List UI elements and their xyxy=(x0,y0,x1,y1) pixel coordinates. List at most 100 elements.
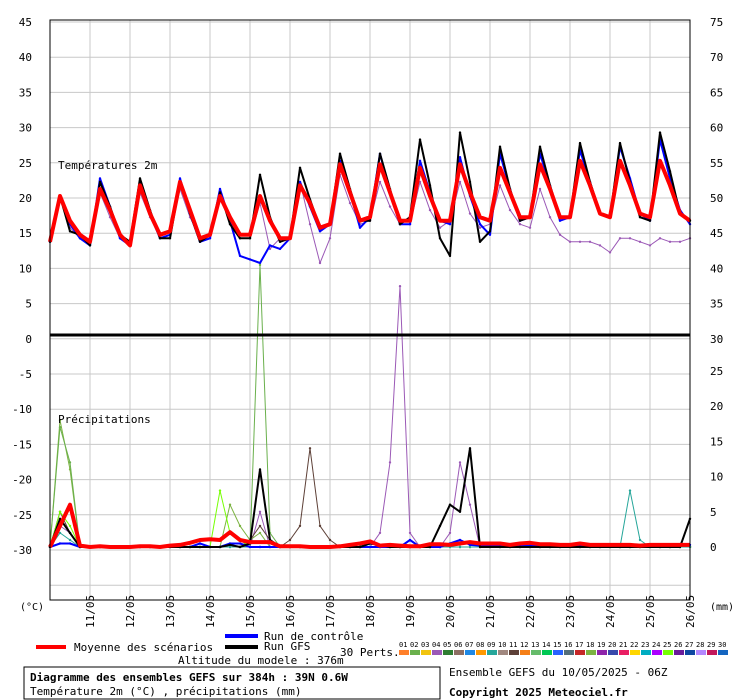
pert-number: 25 xyxy=(663,641,671,649)
pert-swatch xyxy=(630,650,640,655)
precipitation-point xyxy=(58,510,62,513)
temperature-point xyxy=(98,177,102,180)
date-tick-label: 24/05 xyxy=(604,595,617,628)
temperature-point xyxy=(638,216,642,219)
pert-number: 22 xyxy=(630,641,638,649)
pert-number: 11 xyxy=(509,641,517,649)
temperature-point xyxy=(318,230,322,233)
temperature-point xyxy=(418,138,422,141)
pert-swatch xyxy=(641,650,651,655)
pert-number: 07 xyxy=(465,641,473,649)
temperature-point xyxy=(538,187,542,191)
right-unit-label: (mm) xyxy=(710,602,734,613)
precipitation-point xyxy=(438,545,442,549)
precipitation-point xyxy=(68,524,72,528)
pert-swatch xyxy=(520,650,530,655)
precipitation-point xyxy=(68,542,72,545)
temperature-point xyxy=(458,180,462,184)
temperature-point xyxy=(158,237,162,240)
temperature-point xyxy=(208,237,212,240)
date-tick-label: 14/05 xyxy=(204,595,217,628)
precipitation-series-line-mean xyxy=(48,502,690,549)
pert-number: 12 xyxy=(520,641,528,649)
temperature-point xyxy=(338,152,342,155)
left-tick-label: 10 xyxy=(19,262,32,275)
pert-number: 16 xyxy=(564,641,572,649)
pert-swatch xyxy=(696,650,706,655)
pert-number: 21 xyxy=(619,641,627,649)
temperature-point xyxy=(388,205,392,208)
precipitation-point xyxy=(548,545,552,549)
precipitation-point xyxy=(58,531,62,535)
temperature-point xyxy=(618,237,622,240)
pert-number: 18 xyxy=(586,641,594,649)
temperature-point xyxy=(278,240,282,243)
precipitation-point xyxy=(538,545,542,549)
pert-swatch xyxy=(531,650,541,655)
temperature-point xyxy=(538,145,542,148)
date-tick-label: 22/05 xyxy=(524,595,537,628)
pert-swatch xyxy=(542,650,552,655)
precipitation-point xyxy=(68,461,72,464)
precipitation-point xyxy=(258,545,262,549)
pert-number: 27 xyxy=(685,641,693,649)
precipitation-point xyxy=(198,542,202,545)
left-tick-label: -10 xyxy=(12,403,32,416)
left-tick-label: -15 xyxy=(12,438,32,451)
precipitation-point xyxy=(268,545,272,549)
temperature-point xyxy=(568,240,572,243)
temperature-point xyxy=(88,244,92,247)
legend-mean-label: Moyenne des scénarios xyxy=(74,641,213,654)
temperature-point xyxy=(508,208,512,212)
precipitation-point xyxy=(408,531,412,535)
temperature-point xyxy=(318,261,322,265)
legend-perts-label: 30 Perts. xyxy=(340,646,400,659)
precipitation-point xyxy=(388,461,392,464)
model-altitude: Altitude du modele : 376m xyxy=(178,654,344,667)
precipitation-point xyxy=(628,489,632,492)
left-tick-label: 35 xyxy=(19,86,32,99)
pert-number: 17 xyxy=(575,641,583,649)
temperature-point xyxy=(238,254,242,258)
diagram-title: Diagramme des ensembles GEFS sur 384h : … xyxy=(30,671,348,684)
date-tick-label: 23/05 xyxy=(564,595,577,628)
temperature-point xyxy=(218,191,222,194)
ensemble-run-info: Ensemble GEFS du 10/05/2025 - 06Z xyxy=(449,666,668,679)
temperature-point xyxy=(258,173,262,176)
temperature-point xyxy=(178,177,182,180)
precipitation-point xyxy=(198,545,202,549)
temperature-point xyxy=(468,212,472,215)
right-tick-label: 60 xyxy=(710,122,723,135)
temperature-point xyxy=(498,184,502,187)
date-tick-label: 11/05 xyxy=(84,595,97,628)
pert-swatch xyxy=(487,650,497,655)
precipitation-point xyxy=(258,531,262,535)
pert-swatch xyxy=(465,650,475,655)
pert-swatch xyxy=(586,650,596,655)
left-tick-label: -5 xyxy=(19,368,32,381)
temperature-point xyxy=(298,166,302,169)
left-tick-label: 25 xyxy=(19,157,32,170)
temperature-point xyxy=(238,237,242,240)
date-tick-label: 21/05 xyxy=(484,595,497,628)
right-tick-label: 25 xyxy=(710,365,723,378)
right-tick-label: 45 xyxy=(710,227,723,240)
date-tick-label: 18/05 xyxy=(364,595,377,628)
right-tick-label: 40 xyxy=(710,262,723,275)
temperature-point xyxy=(228,223,232,226)
pert-swatch xyxy=(443,650,453,655)
temperature-point xyxy=(598,244,602,247)
pert-swatch xyxy=(674,650,684,655)
precipitation-point xyxy=(68,531,72,535)
right-tick-label: 20 xyxy=(710,400,723,413)
precipitation-point xyxy=(368,545,372,549)
left-tick-label: 30 xyxy=(19,122,32,135)
axes: 454035302520151050-5-10-15-20-25-3075706… xyxy=(12,16,723,628)
pert-number: 19 xyxy=(597,641,605,649)
date-tick-label: 15/05 xyxy=(244,595,257,628)
temperature-point xyxy=(68,230,72,233)
temperature-panel-label: Températures 2m xyxy=(58,159,158,172)
copyright: Copyright 2025 Meteociel.fr xyxy=(449,686,628,699)
precipitation-point xyxy=(398,285,402,288)
temperature-point xyxy=(658,237,662,240)
